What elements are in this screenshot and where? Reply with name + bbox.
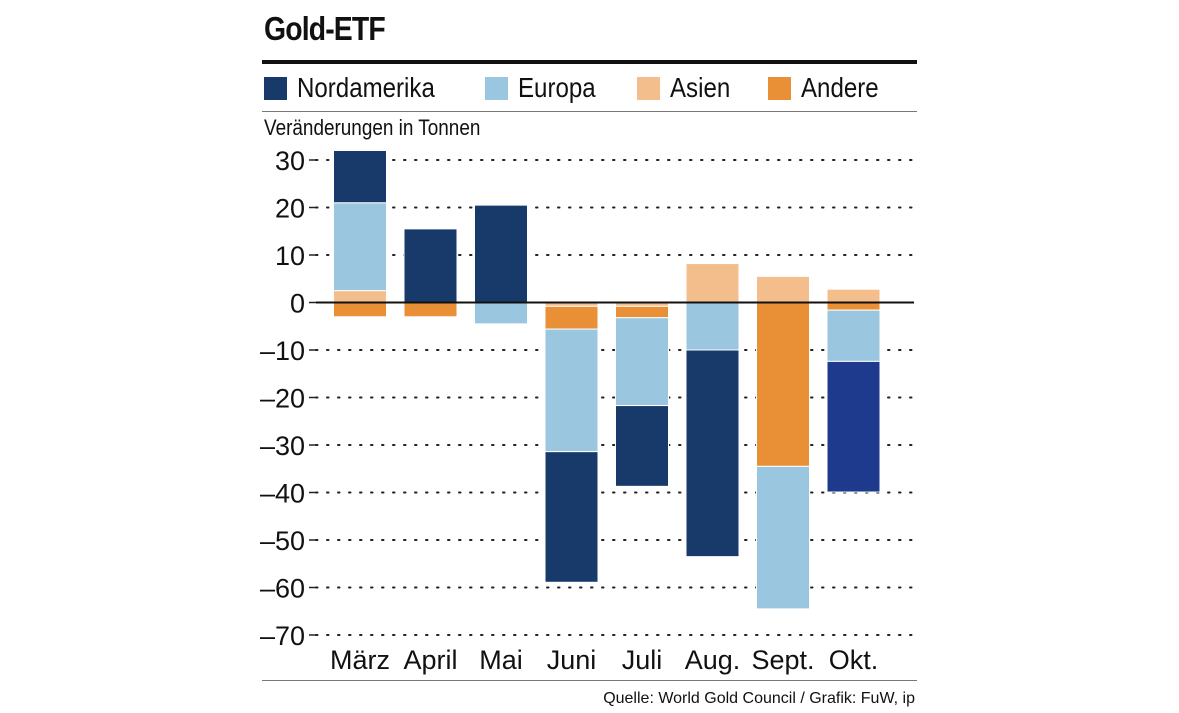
x-tick-label-mai: Mai <box>479 645 523 675</box>
legend-item-nordamerika: Nordamerika <box>264 72 457 104</box>
legend-label-nordamerika: Nordamerika <box>297 72 435 103</box>
bar-okt-europa <box>826 309 881 362</box>
y-tick-label: –50 <box>260 526 305 556</box>
bars <box>333 150 881 610</box>
bar-maerz-asien <box>333 290 387 303</box>
chart-title: Gold-ETF <box>264 10 386 47</box>
y-tick-labels: 30 20 10 0 –10 –20 –30 –40 –50 –60 –70 <box>260 146 316 651</box>
bar-juni-europa <box>544 328 599 453</box>
bar-okt-andere <box>826 302 881 311</box>
bar-april-andere <box>403 302 458 318</box>
bar-mai-europa <box>474 302 528 325</box>
x-tick-label-okt: Okt. <box>829 645 879 675</box>
y-tick-label: 20 <box>275 194 305 224</box>
legend-swatch-asien <box>636 76 660 100</box>
y-tick-label: 10 <box>275 241 305 271</box>
x-tick-label-juni: Juni <box>547 645 597 675</box>
y-tick-label: 0 <box>290 289 305 319</box>
bar-aug-asien <box>685 263 740 303</box>
bar-juni-andere <box>544 305 599 330</box>
y-tick-label: –40 <box>260 479 305 509</box>
bar-aug-europa <box>685 302 740 351</box>
bar-juli-andere <box>615 305 669 319</box>
bar-sept-andere <box>756 302 810 467</box>
bar-maerz-europa <box>333 202 387 292</box>
y-tick-label: –60 <box>260 574 305 604</box>
x-tick-label-sept: Sept. <box>751 645 814 675</box>
title-rule <box>262 60 917 64</box>
legend-swatch-europa <box>485 76 509 100</box>
bar-maerz-andere <box>333 302 387 318</box>
x-tick-label-april: April <box>403 645 457 675</box>
y-tick-label: –20 <box>260 384 305 414</box>
bar-juli-nordamerika <box>615 405 669 487</box>
legend-label-europa: Europa <box>518 72 596 103</box>
legend-label-andere: Andere <box>800 72 879 103</box>
source-note: Quelle: World Gold Council / Grafik: FuW… <box>603 690 915 707</box>
x-tick-labels: März April Mai Juni Juli Aug. Sept. Okt. <box>330 645 878 675</box>
bar-sept-europa <box>756 465 810 610</box>
legend-item-asien: Asien <box>636 72 740 104</box>
y-tick-label: –70 <box>260 621 305 651</box>
bar-sept-asien <box>756 275 810 303</box>
bar-aug-nordamerika <box>685 349 740 558</box>
legend-rule <box>262 111 917 112</box>
bar-april-nordamerika <box>403 228 458 303</box>
x-tick-label-juli: Juli <box>622 645 663 675</box>
y-axis-label: Veränderungen in Tonnen <box>264 115 481 140</box>
legend-swatch-nordamerika <box>264 76 287 100</box>
legend-item-europa: Europa <box>485 72 608 104</box>
x-tick-label-aug: Aug. <box>685 645 741 675</box>
y-tick-label: –10 <box>260 336 305 366</box>
legend-label-asien: Asien <box>669 72 730 103</box>
bar-juli-europa <box>615 317 669 407</box>
bottom-rule <box>262 680 917 681</box>
legend-swatch-andere <box>767 76 791 100</box>
bar-mai-nordamerika <box>474 204 528 303</box>
y-tick-label: –30 <box>260 431 305 461</box>
legend: Nordamerika Europa Asien Andere <box>264 70 919 106</box>
bar-okt-nordamerika <box>826 360 881 493</box>
bar-okt-asien <box>826 288 881 304</box>
y-tick-label: 30 <box>275 146 305 176</box>
bar-maerz-nordamerika <box>333 150 387 204</box>
bar-juni-nordamerika <box>544 451 599 583</box>
x-tick-label-maerz: März <box>330 645 390 675</box>
legend-item-andere: Andere <box>767 72 891 104</box>
